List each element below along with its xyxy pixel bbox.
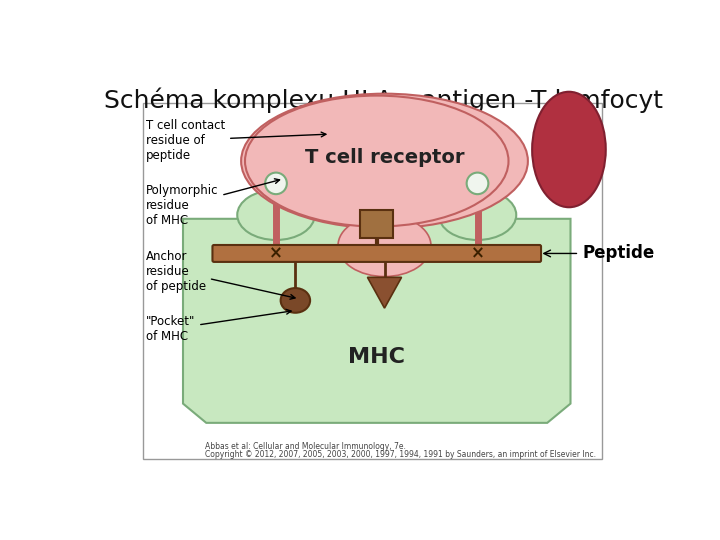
FancyBboxPatch shape	[361, 211, 393, 238]
Polygon shape	[334, 219, 419, 261]
Ellipse shape	[238, 190, 315, 240]
Text: Peptide: Peptide	[544, 245, 654, 262]
Ellipse shape	[532, 92, 606, 207]
Text: T cell receptor: T cell receptor	[305, 148, 464, 167]
Text: Anchor
residue
of peptide: Anchor residue of peptide	[145, 249, 295, 299]
Ellipse shape	[245, 96, 508, 226]
Ellipse shape	[241, 93, 528, 228]
Polygon shape	[183, 219, 570, 423]
Ellipse shape	[265, 173, 287, 194]
FancyBboxPatch shape	[212, 245, 541, 262]
Text: MHC: MHC	[348, 347, 405, 367]
Text: T cell contact
residue of
peptide: T cell contact residue of peptide	[145, 119, 326, 161]
Bar	[143, 103, 601, 459]
Ellipse shape	[338, 215, 431, 276]
Ellipse shape	[467, 173, 488, 194]
Ellipse shape	[281, 288, 310, 313]
Ellipse shape	[265, 173, 287, 194]
Text: Copyright © 2012, 2007, 2005, 2003, 2000, 1997, 1994, 1991 by Saunders, an impri: Copyright © 2012, 2007, 2005, 2003, 2000…	[204, 450, 595, 459]
Text: Schéma komplexu HLA – antigen -T lymfocyt: Schéma komplexu HLA – antigen -T lymfocy…	[104, 88, 663, 113]
Text: Polymorphic
residue
of MHC: Polymorphic residue of MHC	[145, 179, 279, 227]
Text: ×: ×	[269, 245, 283, 262]
Ellipse shape	[438, 190, 516, 240]
Polygon shape	[367, 278, 402, 308]
Text: ×: ×	[471, 245, 485, 262]
Text: "Pocket"
of MHC: "Pocket" of MHC	[145, 309, 291, 343]
Ellipse shape	[467, 173, 488, 194]
Text: Abbas et al: Cellular and Molecular Immunology, 7e.: Abbas et al: Cellular and Molecular Immu…	[204, 442, 405, 451]
